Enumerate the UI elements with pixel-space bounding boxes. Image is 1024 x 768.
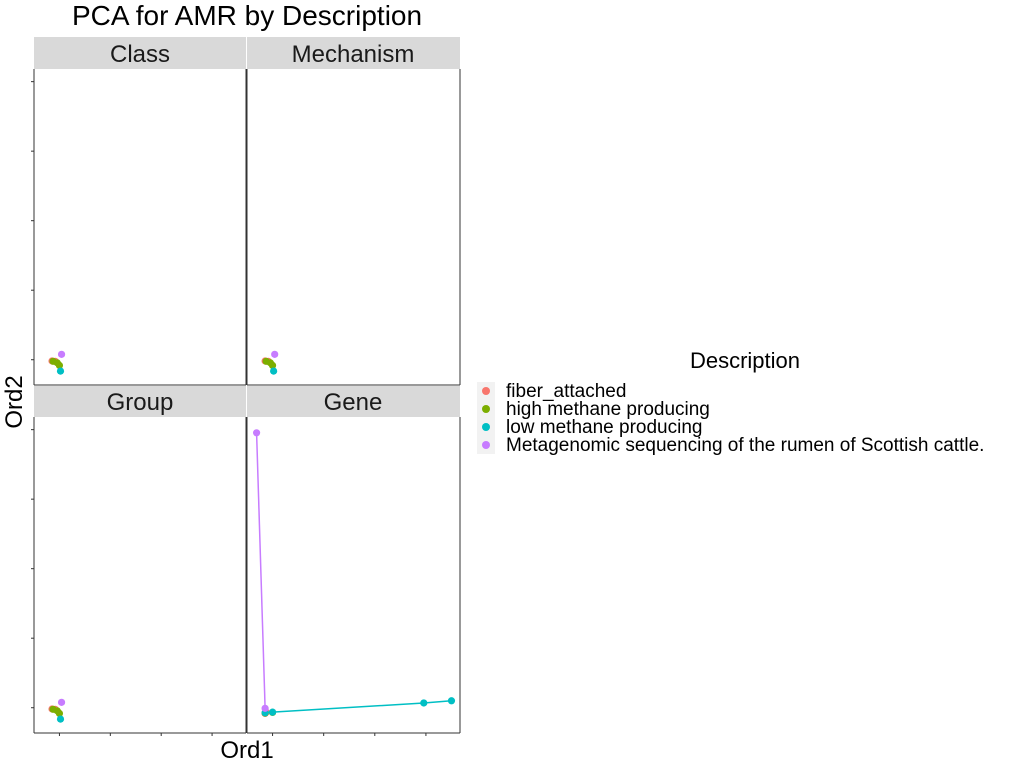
facet-panel-gene	[246, 417, 461, 736]
legend-title: Description	[690, 348, 800, 373]
facet-strip-gene	[247, 386, 460, 417]
x-axis-label: Ord1	[220, 737, 273, 764]
panel-background	[247, 69, 460, 385]
point-low-methane-producing	[268, 708, 277, 716]
legend-label-high-methane-producing: high methane producing	[506, 399, 710, 420]
facet-panel-group	[31, 417, 247, 736]
point-low-methane-producing	[56, 715, 65, 723]
panel-background	[34, 69, 246, 385]
legend-label-low-methane-producing: low methane producing	[506, 417, 702, 438]
point-metagenomic-sequencing-of-the-rumen-of-scottish-cattle	[57, 698, 66, 706]
legend-label-fiber-attached: fiber_attached	[506, 381, 626, 402]
legend-key-fiber-attached	[482, 387, 490, 395]
facet-label-mechanism: Mechanism	[292, 41, 415, 68]
facet-strip-group	[34, 386, 246, 417]
point-low-methane-producing	[56, 367, 65, 375]
facet-strip-class	[34, 37, 246, 69]
point-high-methane-producing	[55, 709, 64, 718]
series-line-metagenomic-sequencing-of-the-rumen-of-scottish-cattle	[255, 432, 266, 709]
point-metagenomic-sequencing-of-the-rumen-of-scottish-cattle	[271, 350, 279, 358]
legend-key-low-methane-producing	[482, 423, 490, 431]
facet-label-gene: Gene	[324, 389, 383, 416]
point-high-methane-producing	[55, 361, 64, 370]
panel-background	[34, 417, 246, 733]
facet-strip-mechanism	[247, 37, 460, 69]
point-metagenomic-sequencing-of-the-rumen-of-scottish-cattle	[57, 350, 66, 358]
facet-label-class: Class	[110, 41, 170, 68]
legend-key-metagenomic-sequencing-of-the-rumen-of-scottish-cattle	[482, 441, 490, 449]
point-low-methane-producing	[270, 367, 278, 375]
point-metagenomic-sequencing-of-the-rumen-of-scottish-cattle	[252, 429, 261, 437]
panel-background	[247, 417, 460, 733]
chart-title: PCA for AMR by Description	[72, 0, 422, 31]
facet-panels	[31, 69, 461, 736]
legend-key-high-methane-producing	[482, 405, 490, 413]
facet-panel-class	[31, 69, 247, 386]
facet-panel-mechanism	[246, 69, 461, 386]
series-line-low-methane-producing	[265, 700, 452, 714]
point-low-methane-producing	[447, 697, 456, 705]
point-low-methane-producing	[420, 699, 428, 707]
legend-label-metagenomic-sequencing-of-the-rumen-of-scottish-cattle: Metagenomic sequencing of the rumen of S…	[506, 435, 984, 456]
point-high-methane-producing	[268, 361, 277, 370]
point-metagenomic-sequencing-of-the-rumen-of-scottish-cattle	[261, 704, 269, 712]
y-axis-label: Ord2	[1, 375, 28, 428]
facet-label-group: Group	[107, 389, 174, 416]
